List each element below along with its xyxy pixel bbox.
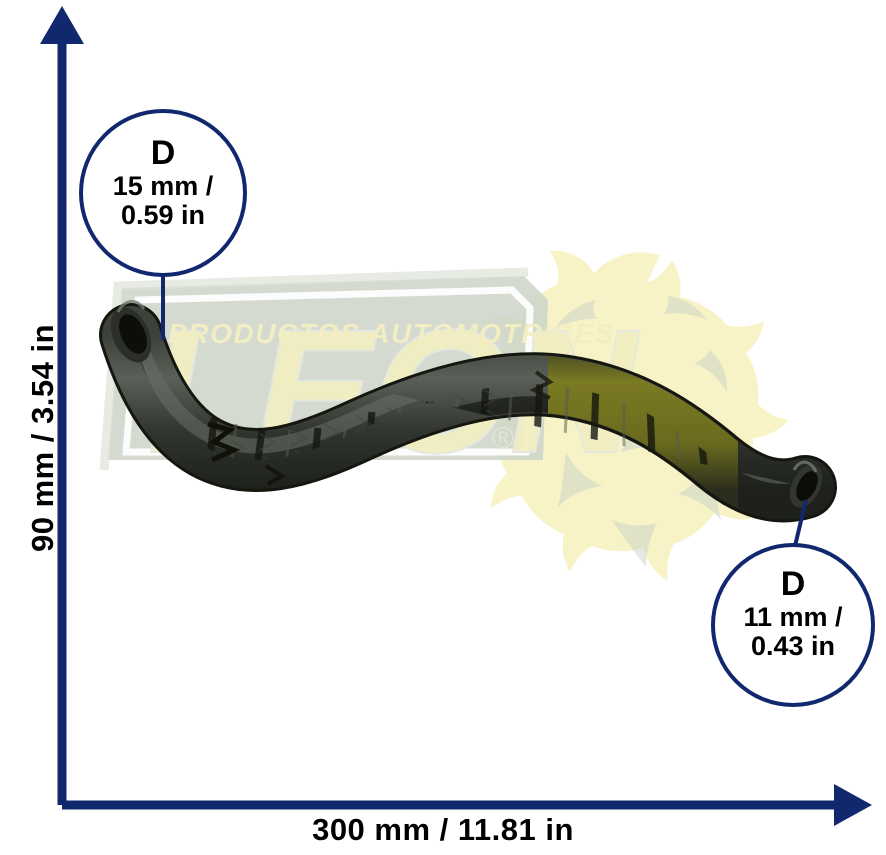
callout-1-metric: 15 mm /	[112, 170, 214, 201]
registered-mark-icon: ®	[492, 422, 514, 455]
right-arrow-icon	[834, 784, 872, 826]
callout-1-text-group: D 15 mm / 0.59 in	[83, 135, 243, 230]
hose-inlet-opening	[110, 299, 152, 363]
hose-bend-creases	[207, 370, 554, 486]
up-arrow-icon	[40, 6, 84, 44]
watermark-tagline: PRODUCTOS AUTOMOTRICES	[168, 318, 615, 349]
callout-1-circle[interactable]	[79, 109, 247, 277]
callout-2-symbol: D	[780, 565, 806, 603]
hose-outlet-opening	[789, 460, 823, 508]
x-axis	[62, 784, 872, 826]
x-axis-label: 300 mm / 11.81 in	[312, 812, 574, 847]
callout-1-symbol: D	[150, 134, 176, 172]
y-axis-label: 90 mm / 3.54 in	[25, 323, 60, 553]
callout-2-text-group: D 11 mm / 0.43 in	[713, 566, 873, 661]
y-axis	[40, 6, 84, 805]
callout-1[interactable]	[79, 109, 247, 340]
callout-2-leader-line	[793, 499, 808, 547]
callout-2-circle[interactable]	[711, 543, 875, 707]
callout-2-metric: 11 mm /	[743, 601, 843, 632]
callout-2[interactable]	[711, 499, 875, 707]
callout-2-imperial: 0.43 in	[750, 630, 836, 661]
callout-1-imperial: 0.59 in	[120, 199, 206, 230]
